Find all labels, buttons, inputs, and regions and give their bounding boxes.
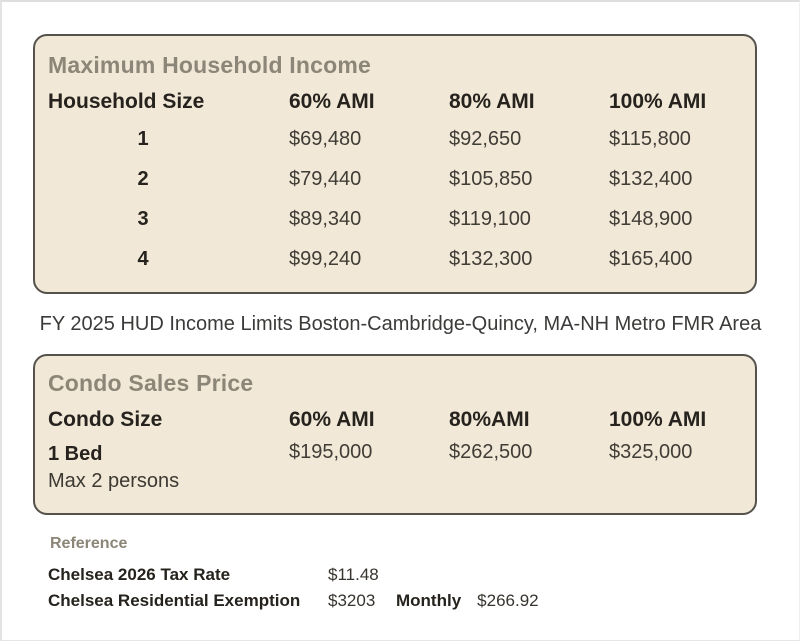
exemption-label: Chelsea Residential Exemption xyxy=(48,591,301,610)
condo-row1-size: 1 Bed Max 2 persons xyxy=(48,437,289,495)
condo-header-60-ami: 60% AMI xyxy=(289,408,375,431)
condo-panel-title: Condo Sales Price xyxy=(48,370,254,396)
exemption-monthly-value: $266.92 xyxy=(477,591,539,610)
reference-row-tax-rate: Chelsea 2026 Tax Rate $11.48 xyxy=(48,562,799,588)
reference-row-exemption: Chelsea Residential Exemption $3203 Mont… xyxy=(48,588,799,614)
income-row2-ami80: $105,850 xyxy=(449,167,533,190)
tax-rate-label: Chelsea 2026 Tax Rate xyxy=(48,565,231,584)
income-row4-ami60: $99,240 xyxy=(289,247,362,270)
income-row3-size: 3 xyxy=(137,207,149,230)
income-row2-ami100: $132,400 xyxy=(609,167,693,190)
condo-table: Condo Size 60% AMI 80%AMI 100% AMI 1 Bed… xyxy=(35,403,747,495)
income-header-household-size: Household Size xyxy=(48,90,205,113)
income-header-80-ami: 80% AMI xyxy=(449,90,535,113)
income-row3-ami60: $89,340 xyxy=(289,207,362,230)
income-row1-ami100: $115,800 xyxy=(609,127,691,150)
reference-title: Reference xyxy=(50,535,128,552)
income-header-60-ami: 60% AMI xyxy=(289,90,375,113)
condo-header-100-ami: 100% AMI xyxy=(609,408,707,431)
income-row1-ami60: $69,480 xyxy=(289,127,362,150)
income-row3-ami80: $119,100 xyxy=(449,207,531,230)
condo-row1-size-note: Max 2 persons xyxy=(48,470,180,492)
income-panel-title: Maximum Household Income xyxy=(48,52,372,78)
condo-row1-ami100: $325,000 xyxy=(609,441,693,463)
income-row3-ami100: $148,900 xyxy=(609,207,693,230)
reference-section: Reference Chelsea 2026 Tax Rate $11.48 C… xyxy=(48,535,799,614)
income-panel: Maximum Household Income Household Size … xyxy=(33,34,757,294)
income-header-100-ami: 100% AMI xyxy=(609,90,707,113)
income-row1-size: 1 xyxy=(137,127,149,150)
condo-panel: Condo Sales Price Condo Size 60% AMI 80%… xyxy=(33,354,757,515)
condo-header-condo-size: Condo Size xyxy=(48,408,163,431)
tax-rate-value: $11.48 xyxy=(328,565,379,584)
exemption-monthly-label: Monthly xyxy=(396,591,462,610)
condo-header-80-ami: 80%AMI xyxy=(449,408,530,431)
condo-row1-ami60: $195,000 xyxy=(289,441,373,463)
income-row4-ami100: $165,400 xyxy=(609,247,693,270)
income-row2-ami60: $79,440 xyxy=(289,167,362,190)
condo-row1-ami80: $262,500 xyxy=(449,441,533,463)
income-row1-ami80: $92,650 xyxy=(449,127,522,150)
income-row4-ami80: $132,300 xyxy=(449,247,533,270)
income-row2-size: 2 xyxy=(137,167,149,190)
income-table: Household Size 60% AMI 80% AMI 100% AMI … xyxy=(35,85,747,279)
income-limits-caption: FY 2025 HUD Income Limits Boston-Cambrid… xyxy=(39,313,762,335)
income-row4-size: 4 xyxy=(137,247,149,270)
exemption-value: $3203 xyxy=(328,591,376,610)
condo-row1-size-label: 1 Bed xyxy=(48,443,103,465)
